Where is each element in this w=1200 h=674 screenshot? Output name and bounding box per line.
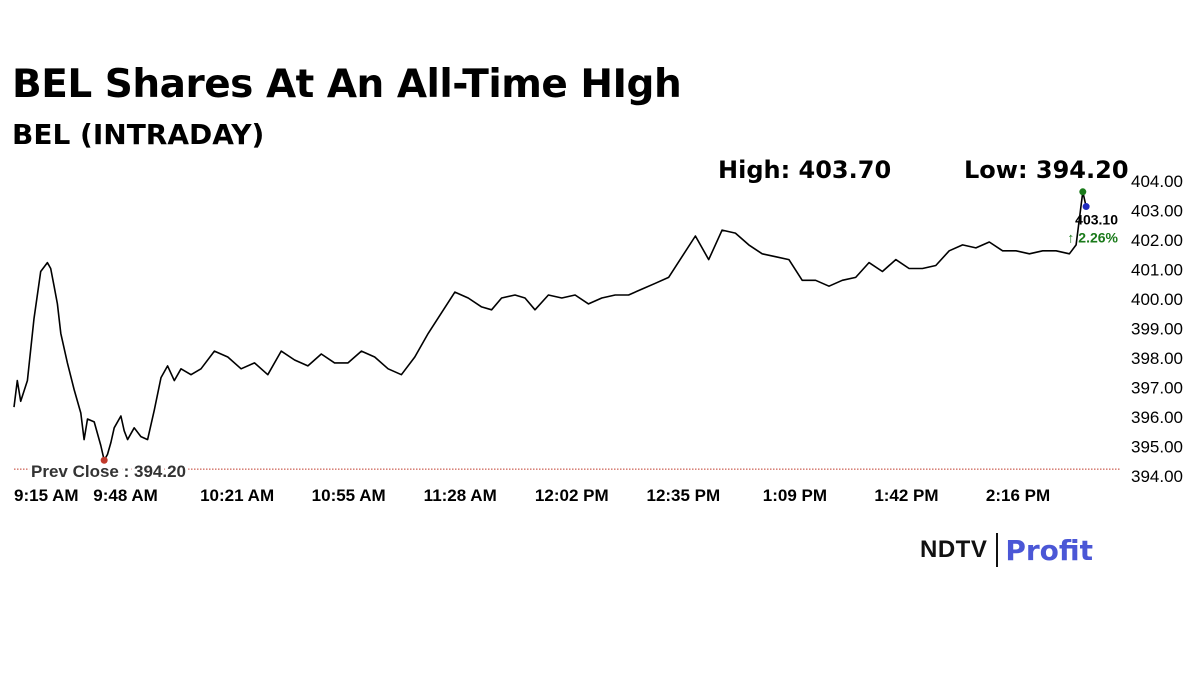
day-high-label: High: 403.70 bbox=[718, 156, 892, 184]
x-tick-label: 1:42 PM bbox=[874, 486, 938, 505]
y-tick-label: 403.00 bbox=[1131, 202, 1183, 221]
y-tick-label: 402.00 bbox=[1131, 231, 1183, 250]
day-low-label: Low: 394.20 bbox=[964, 156, 1129, 184]
y-tick-label: 401.00 bbox=[1131, 261, 1183, 280]
x-tick-label: 1:09 PM bbox=[763, 486, 827, 505]
y-tick-label: 396.00 bbox=[1131, 408, 1183, 427]
y-tick-label: 398.00 bbox=[1131, 349, 1183, 368]
chart-subtitle: BEL (INTRADAY) bbox=[12, 118, 265, 151]
x-tick-label: 9:15 AM bbox=[14, 486, 79, 505]
y-tick-label: 400.00 bbox=[1131, 290, 1183, 309]
x-tick-label: 9:48 AM bbox=[93, 486, 158, 505]
x-axis-ticks: 9:15 AM 9:48 AM 10:21 AM 10:55 AM 11:28 AM 12… bbox=[14, 486, 1050, 505]
y-tick-label: 397.00 bbox=[1131, 379, 1183, 398]
x-tick-label: 10:21 AM bbox=[200, 486, 274, 505]
x-tick-label: 2:16 PM bbox=[986, 486, 1050, 505]
y-tick-label: 395.00 bbox=[1131, 438, 1183, 457]
x-tick-label: 12:35 PM bbox=[646, 486, 720, 505]
day-high-marker bbox=[1079, 188, 1087, 196]
y-tick-label: 404.00 bbox=[1131, 172, 1183, 191]
y-tick-label: 394.00 bbox=[1131, 467, 1183, 486]
x-tick-label: 10:55 AM bbox=[312, 486, 386, 505]
day-low-marker bbox=[100, 456, 108, 464]
ndtv-profit-logo: NDTV Profit bbox=[920, 530, 1093, 570]
chart-title: BEL Shares At An All-Time HIgh bbox=[12, 62, 682, 107]
y-tick-label: 399.00 bbox=[1131, 320, 1183, 339]
logo-profit-text: Profit bbox=[1005, 533, 1094, 567]
prev-close-label: Prev Close : 394.20 bbox=[31, 462, 186, 481]
x-tick-label: 11:28 AM bbox=[424, 486, 497, 505]
last-price-label: 403.10 bbox=[1075, 212, 1118, 228]
y-axis-ticks: 394.00 395.00 396.00 397.00 398.00 399.00 400.… bbox=[1131, 172, 1183, 486]
last-change-label: ↑ 2.26% bbox=[1067, 230, 1118, 246]
price-series-line bbox=[13, 191, 1087, 462]
last-price-marker bbox=[1082, 203, 1090, 211]
logo-ndtv-text: NDTV bbox=[920, 536, 988, 563]
x-tick-label: 12:02 PM bbox=[535, 486, 609, 505]
logo-divider bbox=[996, 533, 999, 567]
